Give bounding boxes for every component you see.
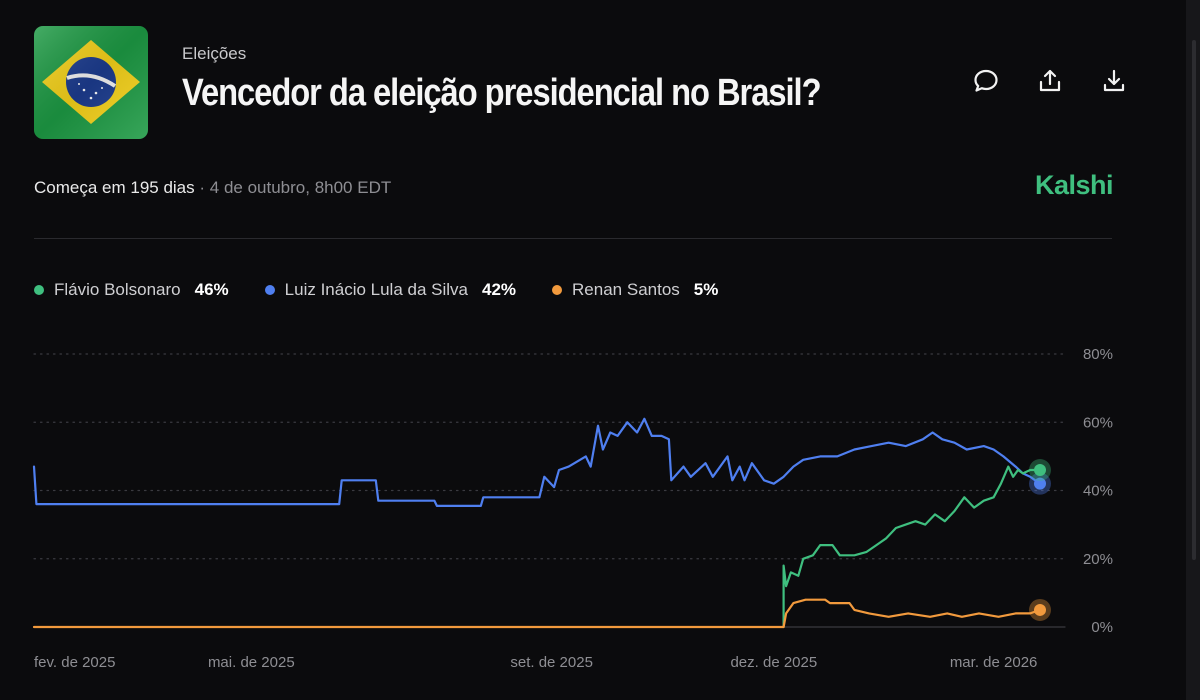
event-date-label: 4 de outubro, 8h00 EDT	[209, 178, 392, 197]
chart-legend: Flávio Bolsonaro 46% Luiz Inácio Lula da…	[34, 280, 718, 300]
divider	[34, 238, 1112, 239]
legend-item-flavio-bolsonaro[interactable]: Flávio Bolsonaro 46%	[34, 280, 229, 300]
legend-item-renan-santos[interactable]: Renan Santos 5%	[552, 280, 718, 300]
legend-dot	[264, 285, 275, 295]
header-actions	[966, 66, 1134, 100]
x-tick-label: mar. de 2026	[950, 654, 1038, 671]
legend-dot	[34, 285, 44, 295]
price-history-chart[interactable]: 0% 20% 40% 60% 80% fev. de 2025 mai. de 2025 se…	[0, 330, 1180, 680]
download-icon	[1101, 68, 1127, 99]
y-tick-label: 60%	[1083, 414, 1113, 431]
market-meta: Começa em 195 dias · 4 de outubro, 8h00 …	[34, 178, 391, 198]
y-tick-label: 40%	[1083, 483, 1113, 500]
share-icon	[1037, 68, 1063, 99]
y-tick-label: 20%	[1083, 551, 1113, 568]
legend-name: Flávio Bolsonaro	[54, 280, 181, 299]
x-tick-label: set. de 2025	[510, 654, 593, 671]
y-tick-label: 0%	[1091, 619, 1113, 636]
legend-item-lula[interactable]: Luiz Inácio Lula da Silva 42%	[264, 280, 517, 300]
legend-value: 46%	[194, 280, 229, 299]
comment-button[interactable]	[966, 66, 1006, 100]
kalshi-logo[interactable]: Kalshi	[1034, 170, 1114, 200]
end-marker-lula	[1034, 477, 1046, 490]
category-label: Eleições	[182, 44, 247, 63]
x-tick-label: fev. de 2025	[34, 654, 115, 671]
series-line-flavio-bolsonaro	[782, 465, 1042, 629]
comment-icon	[973, 68, 999, 99]
series-line-renan-santos	[32, 598, 1042, 629]
meta-separator: ·	[199, 178, 206, 197]
legend-value: 42%	[482, 280, 517, 299]
scrollbar-thumb[interactable]	[1192, 40, 1196, 560]
y-tick-label: 80%	[1083, 346, 1113, 363]
scrollbar[interactable]	[1186, 0, 1200, 700]
brazil-flag-icon	[34, 26, 148, 139]
series-line-lula	[32, 417, 1042, 507]
page-title: Vencedor da eleição presidencial no Bras…	[182, 72, 822, 114]
download-button[interactable]	[1094, 66, 1134, 100]
end-marker-renan-santos	[1034, 603, 1046, 616]
end-marker-flavio-bolsonaro	[1034, 464, 1046, 477]
starts-in-label: Começa em 195 dias	[34, 178, 195, 197]
x-tick-label: mai. de 2025	[208, 654, 295, 671]
legend-name: Renan Santos	[572, 280, 680, 299]
share-button[interactable]	[1030, 66, 1070, 100]
legend-value: 5%	[693, 280, 719, 299]
x-tick-label: dez. de 2025	[730, 654, 817, 671]
legend-name: Luiz Inácio Lula da Silva	[284, 280, 468, 299]
legend-dot	[552, 285, 563, 295]
